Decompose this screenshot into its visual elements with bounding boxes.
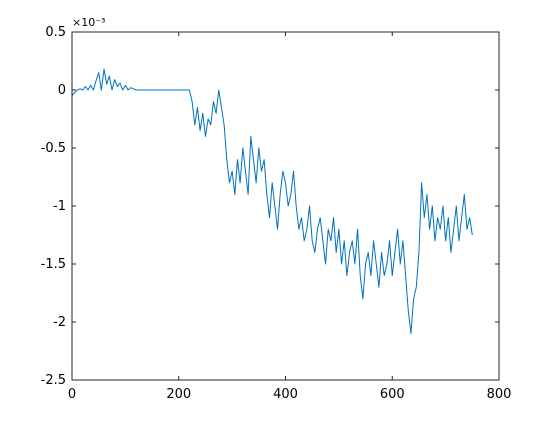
- x-tick-label: 0: [68, 387, 76, 402]
- plot-background: [72, 32, 499, 380]
- y-tick-label: -1.5: [41, 257, 66, 272]
- y-exponent-label: ×10⁻³: [72, 16, 105, 29]
- y-tick-label: 0: [58, 83, 66, 98]
- y-tick-label: -0.5: [41, 141, 66, 156]
- y-tick-label: -1: [53, 199, 66, 214]
- x-tick-label: 600: [380, 387, 405, 402]
- x-tick-label: 400: [273, 387, 298, 402]
- series-line: [71, 68, 473, 335]
- x-tick-label: 200: [166, 387, 191, 402]
- x-tick-label: 800: [487, 387, 512, 402]
- y-tick-label: -2: [53, 315, 66, 330]
- y-tick-label: -2.5: [41, 373, 66, 388]
- axes: 0 200 400 600 800 -2.5 -2 -1.5 -1 -0.5 0 0.5: [41, 25, 512, 402]
- y-tick-label: 0.5: [45, 25, 66, 40]
